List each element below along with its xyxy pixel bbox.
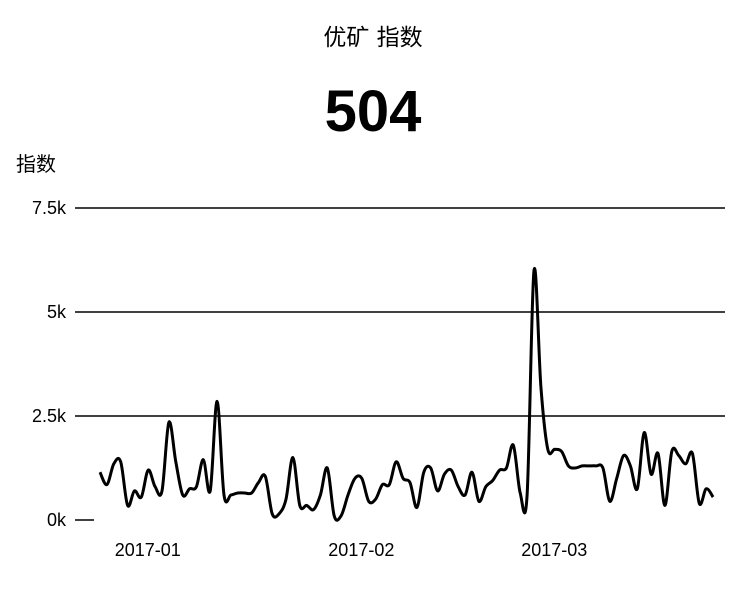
y-tick-label: 7.5k <box>32 198 67 218</box>
y-tick-label: 0k <box>47 510 67 530</box>
x-tick-label: 2017-02 <box>328 540 394 560</box>
grid-lines <box>75 207 725 521</box>
y-axis-ticks: 0k 2.5k 5k 7.5k <box>32 198 67 530</box>
y-axis-label: 指数 <box>16 152 56 176</box>
x-tick-label: 2017-01 <box>115 540 181 560</box>
x-axis-ticks: 2017-01 2017-02 2017-03 <box>115 540 588 560</box>
y-tick-label: 2.5k <box>32 406 67 426</box>
x-tick-label: 2017-03 <box>521 540 587 560</box>
headline-value: 504 <box>324 79 422 144</box>
series-line <box>98 266 715 522</box>
series-group <box>98 266 715 522</box>
y-tick-label: 5k <box>47 302 67 322</box>
chart-title: 优矿 指数 <box>323 25 423 51</box>
